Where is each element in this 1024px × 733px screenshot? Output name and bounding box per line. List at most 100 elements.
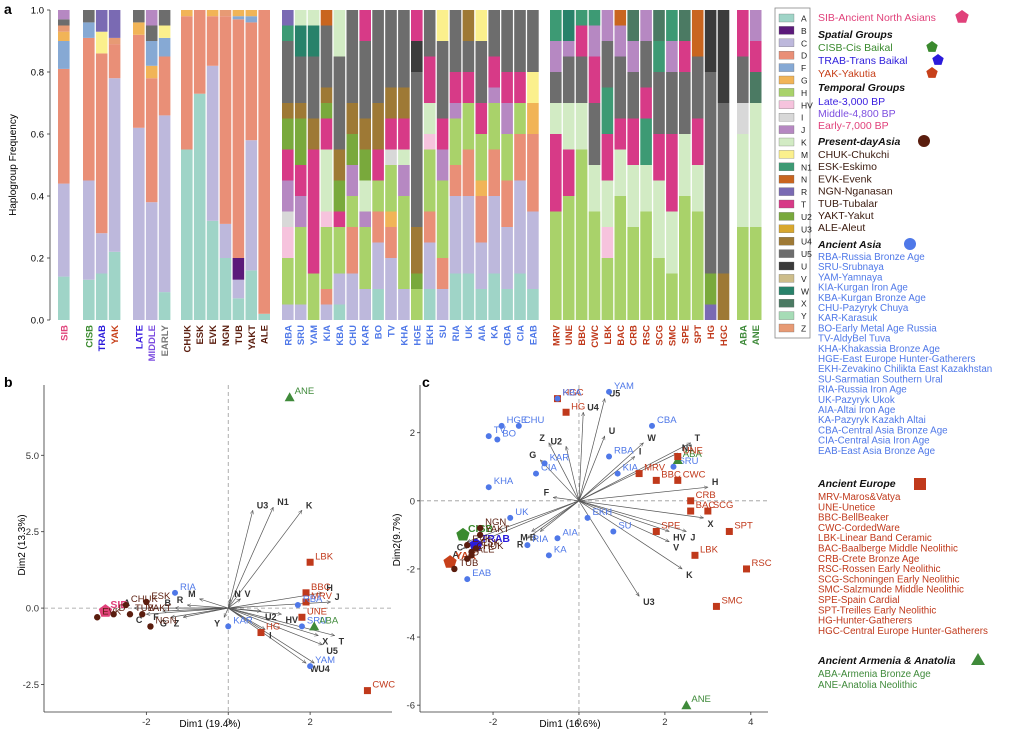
bar-segment-cba-u5 xyxy=(501,10,513,72)
bar-segment-yak-z xyxy=(108,37,121,45)
panel-label-b: b xyxy=(4,374,13,390)
bar-segment-early-a xyxy=(158,292,171,320)
point-tub xyxy=(126,611,134,618)
bar-segment-ekh-u5 xyxy=(423,10,436,57)
bar-segment-rba-j xyxy=(282,180,294,212)
point-kha xyxy=(485,484,492,491)
bar-segment-hgc-u5 xyxy=(717,103,730,274)
bar-segment-bo-h xyxy=(372,180,384,212)
bar-segment-kar-j xyxy=(359,211,371,227)
bar-segment-aba-h xyxy=(737,227,749,320)
biplot-b-xlabel: Dim1 (19.4%) xyxy=(179,719,240,730)
point-label-yam: YAM xyxy=(315,655,335,666)
bar-segment-scg-x xyxy=(653,10,665,41)
bar-segment-evk-a xyxy=(206,220,219,320)
legend-temporal-title: Temporal Groups xyxy=(818,82,905,94)
loading-label-hv: HV xyxy=(285,615,298,625)
bar-segment-cba-c xyxy=(501,227,513,289)
bar-segment-ria-a xyxy=(449,273,462,320)
bar-label-early: EARLY xyxy=(160,324,171,356)
bar-segment-uk-c xyxy=(462,196,475,274)
bar-segment-aia-u5 xyxy=(475,41,488,103)
legend-swatch-v xyxy=(778,274,795,283)
haplogroup-legend-frame xyxy=(774,7,811,339)
bar-segment-ekh-c xyxy=(423,242,436,289)
loading-label-n: N xyxy=(234,589,241,599)
bar-label-bbc: BBC xyxy=(577,325,588,346)
bar-label-bo: BO xyxy=(374,325,385,339)
bar-segment-sru-k xyxy=(294,10,307,26)
bar-segment-aia-g xyxy=(475,180,488,196)
bar-segment-sib-u5 xyxy=(58,19,70,26)
panel-label-a: a xyxy=(4,1,12,17)
bar-segment-une-h xyxy=(562,196,575,320)
loading-arrow-j xyxy=(228,602,330,609)
bar-segment-aia-t xyxy=(475,103,488,134)
bar-label-uk: UK xyxy=(464,325,475,339)
legend-label-i: I xyxy=(801,113,803,123)
point-aba xyxy=(309,621,320,631)
bar-segment-cia-d xyxy=(514,134,526,181)
bar-segment-early-d xyxy=(158,56,171,116)
bar-segment-ria-t xyxy=(449,72,462,103)
bar-label-rba: RBA xyxy=(283,325,294,346)
loading-arrow-c xyxy=(467,500,580,542)
bar-segment-ria-h xyxy=(449,118,462,165)
loading-arrow-k xyxy=(227,510,302,609)
bar-segment-lbk-k xyxy=(601,180,614,227)
bar-segment-esk-a xyxy=(193,93,206,320)
bar-label-hg: HG xyxy=(706,325,717,339)
bar-segment-crb-t xyxy=(627,118,639,165)
legend-anatolia-item: ABA-Armenia Bronze Age xyxy=(818,669,931,680)
bar-segment-bbc-h xyxy=(575,149,588,320)
loading-arrow-u3 xyxy=(227,510,253,609)
bar-segment-tub-g xyxy=(232,10,245,17)
point-label-lbk: LBK xyxy=(315,551,334,562)
bar-segment-hg-u xyxy=(704,10,717,72)
point-d xyxy=(464,555,471,562)
bar-label-tub: TUB xyxy=(234,325,245,345)
bar-segment-su-d xyxy=(436,258,449,289)
point-label-hgc: HGC xyxy=(562,388,583,399)
point-label-bac: BAC xyxy=(696,500,716,511)
biplot-y-tick-label: 2.5 xyxy=(26,527,39,538)
bar-segment-spt-n xyxy=(691,10,704,57)
bar-segment-hge-u xyxy=(411,41,423,72)
bar-segment-su-u5 xyxy=(436,41,449,119)
bar-segment-ekh-t xyxy=(423,56,436,103)
point-label-yam: YAM xyxy=(614,381,634,392)
legend-label-d: D xyxy=(801,51,807,61)
point-une xyxy=(298,613,306,621)
point-ane xyxy=(284,392,295,402)
bar-label-scg: SCG xyxy=(655,325,666,346)
bar-segment-yam-w xyxy=(307,25,320,57)
loading-label-hv: HV xyxy=(673,532,686,542)
legend-label-x: X xyxy=(801,299,807,309)
loading-label-u3: U3 xyxy=(257,500,269,510)
loading-label-x: X xyxy=(322,637,328,647)
bar-y-tick-label: 0.6 xyxy=(31,130,44,141)
bar-segment-rba-u5 xyxy=(282,41,294,103)
bar-segment-cisb-c xyxy=(83,180,95,280)
legend-spatial-item: TRAB-Trans Baikal xyxy=(818,55,907,67)
point-hg xyxy=(257,629,265,637)
legend-sib: SIB-Ancient North Asians xyxy=(818,12,936,24)
legend-swatch-u3 xyxy=(778,224,795,233)
bar-segment-uk-u4 xyxy=(462,10,475,41)
legend-present-item: ALE-Aleut xyxy=(818,222,865,234)
bar-label-rsc: RSC xyxy=(642,325,653,345)
legend-label-hv: HV xyxy=(801,100,813,110)
bar-label-tv: TV xyxy=(387,324,398,337)
bar-label-hge: HGE xyxy=(412,325,423,346)
spatial-pentagon-icon xyxy=(926,67,938,78)
point-label-kha: KHA xyxy=(494,476,514,487)
bar-label-crb: CRB xyxy=(629,325,640,346)
legend-asia-item: KHA-Khakassia Bronze Age xyxy=(818,344,941,355)
bar-segment-ka-u5 xyxy=(488,10,500,57)
bar-chart-ylabel: Haplogroup Frequency xyxy=(8,114,19,216)
legend-anatolia-title: Ancient Armenia & Anatolia xyxy=(817,655,956,667)
loading-label-x: X xyxy=(708,519,714,529)
bar-segment-tv-i xyxy=(385,149,397,165)
point-scg xyxy=(704,507,712,515)
legend-present-item: ESK-Eskimo xyxy=(818,161,877,173)
